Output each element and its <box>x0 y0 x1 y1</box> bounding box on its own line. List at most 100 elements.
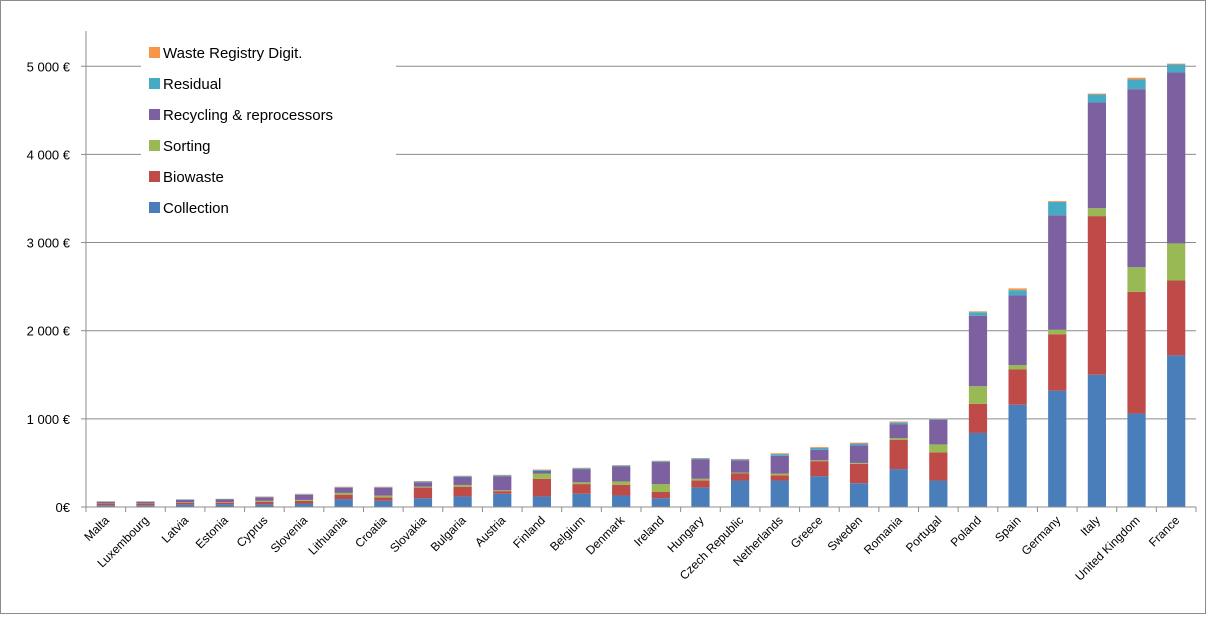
bar-segment <box>969 386 987 404</box>
bar-segment <box>969 311 987 312</box>
bar-segment <box>493 475 511 476</box>
bar-segment <box>691 488 709 507</box>
bar-segment <box>731 473 749 474</box>
bar-segment <box>652 484 670 492</box>
bar-segment <box>453 477 471 485</box>
bar-segment <box>929 420 947 445</box>
bar-segment <box>1088 102 1106 208</box>
bar-segment <box>374 488 392 496</box>
bar-segment <box>771 481 789 507</box>
bar-segment <box>1008 405 1026 507</box>
bar-segment <box>1127 79 1145 89</box>
bar-segment <box>1008 295 1026 365</box>
bar-segment <box>1048 215 1066 330</box>
legend-swatch <box>149 202 160 213</box>
bar-segment <box>374 496 392 498</box>
bar-segment <box>890 469 908 507</box>
y-tick-label: 2 000 € <box>27 324 71 339</box>
bar-segment <box>969 404 987 433</box>
bar-segment <box>295 500 313 501</box>
bar-segment <box>1127 292 1145 414</box>
bar-segment <box>216 503 234 505</box>
bar-segment <box>1167 64 1185 65</box>
bar-segment <box>691 459 709 460</box>
bar-segment <box>890 422 908 424</box>
bar-segment <box>771 453 789 454</box>
bar-segment <box>929 419 947 420</box>
bar-segment <box>414 481 432 482</box>
bar-segment <box>176 500 194 502</box>
bar-segment <box>453 496 471 507</box>
x-tick-label: Slovenia <box>268 513 311 556</box>
x-tick-label: Romania <box>861 513 905 557</box>
bar-segment <box>612 485 630 496</box>
bar-segment <box>850 444 868 446</box>
bar-segment <box>1048 201 1066 202</box>
bar-segment <box>255 501 273 502</box>
bar-segment <box>1167 72 1185 243</box>
bar-segment <box>810 460 828 461</box>
bar-segment <box>1088 375 1106 507</box>
bar-segment <box>810 450 828 461</box>
bar-segment <box>414 488 432 499</box>
bar-segment <box>572 482 590 484</box>
bar-segment <box>533 471 551 474</box>
bar-segment <box>612 466 630 467</box>
legend-label: Residual <box>163 76 221 93</box>
bar-segment <box>335 499 353 507</box>
bar-segment <box>810 448 828 450</box>
bar-segment <box>731 474 749 481</box>
bar-segment <box>652 498 670 507</box>
bar-segment <box>652 461 670 462</box>
x-tick-label: Cyprus <box>234 513 271 550</box>
x-tick-label: Lithuania <box>305 513 350 558</box>
legend-swatch <box>149 140 160 151</box>
bar-segment <box>1048 391 1066 507</box>
bar-segment <box>414 487 432 488</box>
bar-segment <box>890 440 908 469</box>
bar-segment <box>890 421 908 422</box>
bar-segment <box>1008 365 1026 369</box>
bar-segment <box>771 474 789 476</box>
bar-segment <box>890 424 908 438</box>
x-tick-label: Spain <box>992 513 1024 545</box>
bar-segment <box>1008 290 1026 295</box>
bar-segment <box>1048 330 1066 334</box>
legend-background <box>141 39 396 221</box>
bar-segment <box>572 469 590 482</box>
x-tick-label: Bulgaria <box>428 513 469 554</box>
bar-segment <box>612 496 630 507</box>
legend-label: Waste Registry Digit. <box>163 45 302 62</box>
x-tick-label: Ireland <box>631 513 667 549</box>
bar-segment <box>533 496 551 507</box>
bar-segment <box>1048 334 1066 390</box>
bar-segment <box>335 488 353 493</box>
legend: Waste Registry Digit. Residual Recycling &… <box>141 39 396 221</box>
bar-segment <box>493 490 511 491</box>
bar-segment <box>572 494 590 507</box>
legend-label: Recycling & reprocessors <box>163 107 333 124</box>
bar-segment <box>335 493 353 495</box>
bar-segment <box>850 463 868 464</box>
bar-segment <box>414 482 432 486</box>
x-tick-label: Sweden <box>825 513 866 554</box>
x-tick-label: France <box>1146 513 1183 550</box>
bar-segment <box>810 476 828 507</box>
legend-swatch <box>149 47 160 58</box>
y-tick-label: 1 000 € <box>27 412 71 427</box>
bar-segment <box>1127 267 1145 292</box>
bar-segment <box>810 447 828 448</box>
legend-swatch <box>149 171 160 182</box>
bar-segment <box>969 433 987 507</box>
bar-segment <box>691 481 709 488</box>
bar-segment <box>1167 243 1185 280</box>
bar-segment <box>374 497 392 501</box>
y-tick-label: 0€ <box>56 500 71 515</box>
bar-segment <box>1008 288 1026 290</box>
bar-segment <box>850 464 868 483</box>
bar-segment <box>1088 94 1106 102</box>
bar-segment <box>1167 355 1185 507</box>
x-tick-label: Italy <box>1078 513 1103 538</box>
